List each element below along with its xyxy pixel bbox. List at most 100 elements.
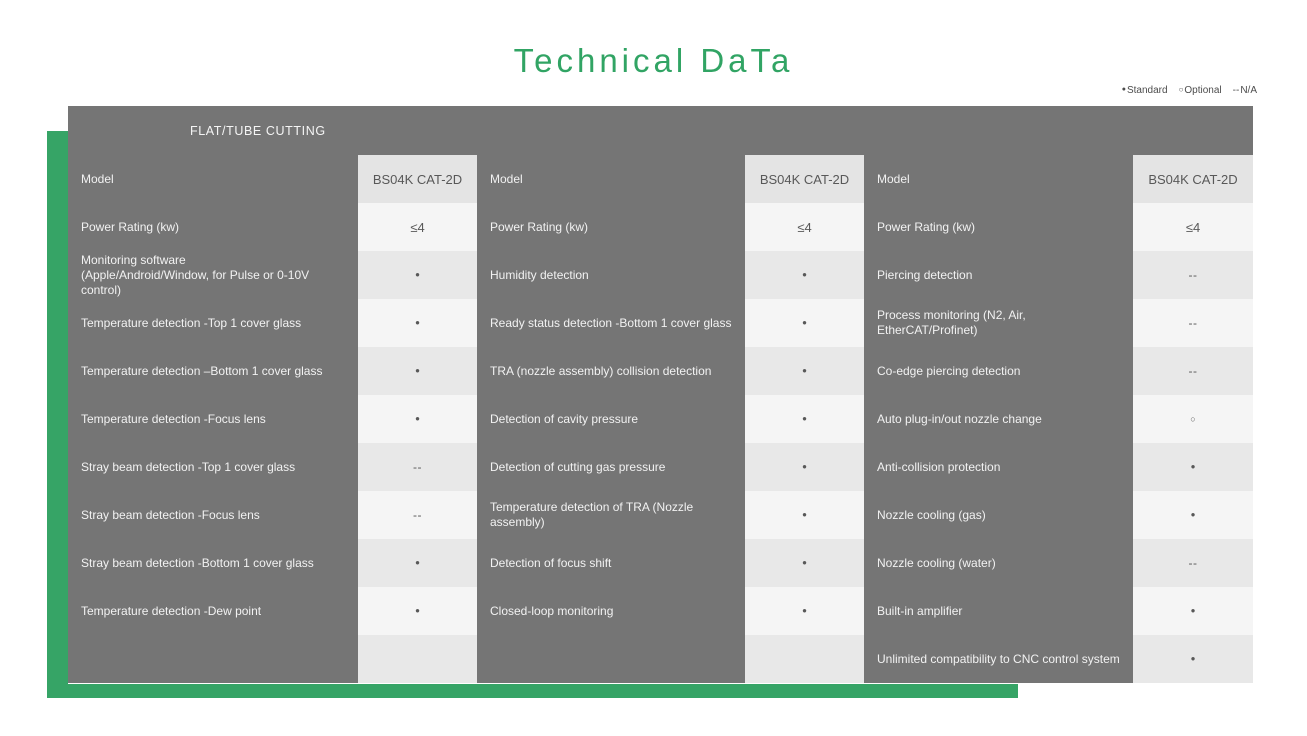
model-label: Model (81, 171, 114, 186)
spec-row: Auto plug-in/out nozzle change ○ (864, 395, 1253, 443)
standard-dot-icon: ● (802, 318, 807, 327)
spec-value-standard: ● (745, 251, 864, 299)
model-header-row: Model BS04K CAT-2D (477, 155, 864, 203)
standard-dot-icon: ● (415, 558, 420, 567)
spec-label: Temperature detection of TRA (Nozzle ass… (490, 500, 694, 529)
spec-row: Co-edge piercing detection -- (864, 347, 1253, 395)
standard-dot-icon: ● (802, 270, 807, 279)
spec-value-na: -- (358, 491, 477, 539)
spec-value-standard: ● (1133, 443, 1253, 491)
spec-row: Humidity detection ● (477, 251, 864, 299)
spec-value-standard: ● (745, 347, 864, 395)
spec-value: ≤4 (358, 203, 477, 251)
spec-row: Power Rating (kw) ≤4 (68, 203, 477, 251)
spec-label: Process monitoring (N2, Air, EtherCAT/Pr… (877, 308, 1026, 337)
spec-table: FLAT/TUBE CUTTING Model BS04K CAT-2D Power… (68, 106, 1253, 683)
spec-row: Stray beam detection -Bottom 1 cover gla… (68, 539, 477, 587)
spec-label: Temperature detection -Top 1 cover glass (81, 315, 302, 330)
spec-value-na: -- (1133, 539, 1253, 587)
table-panels: Model BS04K CAT-2D Power Rating (kw) ≤4 Moni… (68, 155, 1253, 683)
spec-value-na: -- (1133, 299, 1253, 347)
legend-item-standard: ● Standard (1122, 85, 1168, 96)
spec-row: Anti-collision protection ● (864, 443, 1253, 491)
model-header-row: Model BS04K CAT-2D (68, 155, 477, 203)
spec-row: TRA (nozzle assembly) collision detectio… (477, 347, 864, 395)
model-value-text: BS04K CAT-2D (372, 171, 463, 187)
spec-value-standard: ● (745, 299, 864, 347)
standard-dot-icon: ● (415, 606, 420, 615)
spec-label: Power Rating (kw) (877, 219, 976, 234)
spec-value-standard: ● (745, 587, 864, 635)
spec-row: Temperature detection –Bottom 1 cover gl… (68, 347, 477, 395)
spec-row: Temperature detection -Dew point ● (68, 587, 477, 635)
spec-value-standard: ● (358, 395, 477, 443)
spec-row: Closed-loop monitoring ● (477, 587, 864, 635)
spec-label: Stray beam detection -Focus lens (81, 507, 260, 522)
spec-row: Temperature detection -Top 1 cover glass… (68, 299, 477, 347)
spec-row: Ready status detection -Bottom 1 cover g… (477, 299, 864, 347)
na-dash-icon: -- (1188, 556, 1198, 570)
spec-value-na: -- (1133, 347, 1253, 395)
legend-label-standard: Standard (1126, 85, 1168, 96)
standard-dot-icon: ● (415, 270, 420, 279)
spec-label: Temperature detection -Focus lens (81, 411, 266, 426)
spec-label: Stray beam detection -Bottom 1 cover gla… (81, 555, 314, 570)
spec-value-standard: ● (1133, 491, 1253, 539)
spec-row: Unlimited compatibility to CNC control s… (864, 635, 1253, 683)
spec-label: Humidity detection (490, 267, 589, 282)
spec-row: Monitoring software (Apple/Android/Windo… (68, 251, 477, 299)
model-value-text: BS04K CAT-2D (1148, 171, 1238, 187)
spec-value-standard: ● (745, 443, 864, 491)
spec-label: Power Rating (kw) (81, 219, 180, 234)
spec-value-standard: ● (358, 251, 477, 299)
spec-label: Temperature detection –Bottom 1 cover gl… (81, 363, 323, 378)
standard-dot-icon: ● (1190, 654, 1196, 663)
spec-label: Anti-collision protection (877, 459, 1001, 474)
spec-label: Detection of cutting gas pressure (490, 459, 666, 474)
spec-row: Stray beam detection -Focus lens -- (68, 491, 477, 539)
spec-label: Stray beam detection -Top 1 cover glass (81, 459, 296, 474)
spec-row: Nozzle cooling (gas) ● (864, 491, 1253, 539)
legend-item-na: -- N/A (1233, 85, 1257, 96)
spec-value-standard: ● (1133, 587, 1253, 635)
spec-label: Closed-loop monitoring (490, 603, 614, 618)
na-dash-icon: -- (1232, 85, 1240, 96)
model-value: BS04K CAT-2D (745, 155, 864, 203)
spec-label (68, 635, 358, 683)
spec-label: Unlimited compatibility to CNC control s… (877, 651, 1120, 666)
na-dash-icon: -- (1188, 316, 1198, 330)
green-accent-left (47, 131, 68, 698)
spec-row: Nozzle cooling (water) -- (864, 539, 1253, 587)
spec-value: ≤4 (745, 203, 864, 251)
model-value: BS04K CAT-2D (1133, 155, 1253, 203)
spec-row: Temperature detection -Focus lens ● (68, 395, 477, 443)
spec-value-standard: ● (358, 539, 477, 587)
spec-value (358, 635, 477, 683)
spec-row: Detection of focus shift ● (477, 539, 864, 587)
spec-value (745, 635, 864, 683)
spec-label: Piercing detection (877, 267, 973, 282)
model-value: BS04K CAT-2D (358, 155, 477, 203)
model-header-row: Model BS04K CAT-2D (864, 155, 1253, 203)
spec-value-standard: ● (745, 539, 864, 587)
spec-row: Piercing detection -- (864, 251, 1253, 299)
spec-row (68, 635, 477, 683)
spec-value: ≤4 (1133, 203, 1253, 251)
spec-value-standard: ● (745, 491, 864, 539)
spec-value-standard: ● (358, 587, 477, 635)
spec-value-standard: ● (745, 395, 864, 443)
standard-dot-icon: ● (415, 414, 420, 423)
spec-value-text: ≤4 (797, 219, 812, 235)
spec-row: Power Rating (kw) ≤4 (477, 203, 864, 251)
spec-label (477, 635, 745, 683)
spec-value-optional: ○ (1133, 395, 1253, 443)
spec-label: Auto plug-in/out nozzle change (877, 411, 1042, 426)
legend-label-optional: Optional (1184, 85, 1222, 96)
spec-value-na: -- (358, 443, 477, 491)
spec-row: Detection of cavity pressure ● (477, 395, 864, 443)
spec-panel-1: Model BS04K CAT-2D Power Rating (kw) ≤4 Moni… (68, 155, 477, 683)
spec-label: Detection of cavity pressure (490, 411, 639, 426)
standard-dot-icon: ● (802, 510, 807, 519)
standard-dot-icon: ● (1190, 510, 1196, 519)
